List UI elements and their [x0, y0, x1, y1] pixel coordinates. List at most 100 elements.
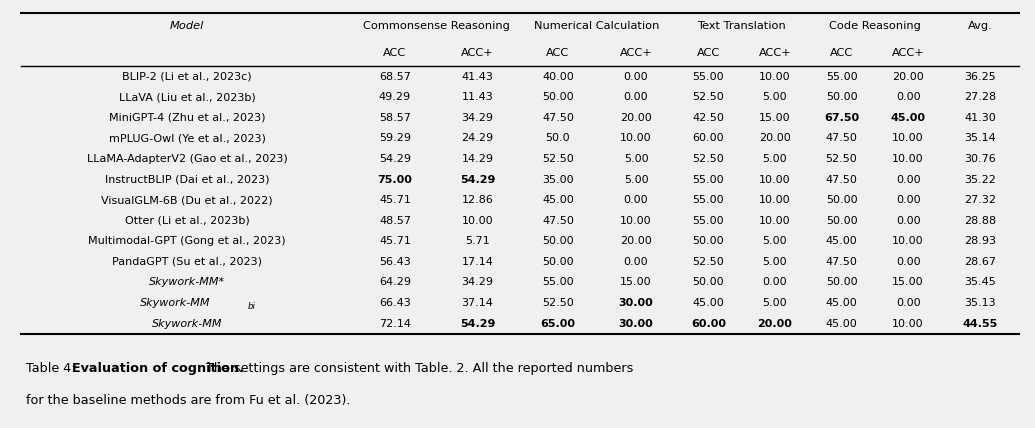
Text: ACC+: ACC+ [759, 48, 792, 58]
Text: 5.00: 5.00 [624, 175, 648, 184]
Text: 60.00: 60.00 [690, 318, 726, 329]
Text: 50.00: 50.00 [826, 216, 857, 226]
Text: 45.71: 45.71 [379, 195, 411, 205]
Text: 45.00: 45.00 [692, 298, 724, 308]
Text: mPLUG-Owl (Ye et al., 2023): mPLUG-Owl (Ye et al., 2023) [109, 134, 266, 143]
Text: 17.14: 17.14 [462, 257, 494, 267]
Text: VisualGLM-6B (Du et al., 2022): VisualGLM-6B (Du et al., 2022) [101, 195, 273, 205]
Text: 5.00: 5.00 [763, 92, 788, 102]
Text: 10.00: 10.00 [759, 175, 791, 184]
Text: 0.00: 0.00 [763, 277, 788, 287]
Text: 42.50: 42.50 [692, 113, 724, 123]
Text: 52.50: 52.50 [542, 298, 573, 308]
Text: 54.29: 54.29 [460, 318, 496, 329]
Text: 10.00: 10.00 [462, 216, 494, 226]
Text: 50.00: 50.00 [542, 92, 573, 102]
Text: 52.50: 52.50 [692, 154, 724, 164]
Text: 27.32: 27.32 [965, 195, 997, 205]
Text: 64.29: 64.29 [379, 277, 411, 287]
Text: BLIP-2 (Li et al., 2023c): BLIP-2 (Li et al., 2023c) [122, 71, 252, 82]
Text: LLaMA-AdapterV2 (Gao et al., 2023): LLaMA-AdapterV2 (Gao et al., 2023) [87, 154, 288, 164]
Text: 45.71: 45.71 [379, 236, 411, 246]
Text: 30.76: 30.76 [965, 154, 997, 164]
Text: 0.00: 0.00 [624, 92, 648, 102]
Text: 5.00: 5.00 [624, 154, 648, 164]
Text: 65.00: 65.00 [540, 318, 575, 329]
Text: 28.88: 28.88 [965, 216, 997, 226]
Text: 10.00: 10.00 [892, 318, 924, 329]
Text: for the baseline methods are from Fu et al. (2023).: for the baseline methods are from Fu et … [26, 394, 351, 407]
Text: Evaluation of cognition.: Evaluation of cognition. [72, 362, 244, 374]
Text: 58.57: 58.57 [379, 113, 411, 123]
Text: 55.00: 55.00 [826, 71, 857, 82]
Text: 5.00: 5.00 [763, 154, 788, 164]
Text: 45.00: 45.00 [826, 298, 857, 308]
Text: 55.00: 55.00 [692, 71, 724, 82]
Text: 44.55: 44.55 [963, 318, 998, 329]
Text: Numerical Calculation: Numerical Calculation [534, 21, 659, 31]
Text: 68.57: 68.57 [379, 71, 411, 82]
Text: 34.29: 34.29 [462, 277, 494, 287]
Text: 47.50: 47.50 [542, 216, 574, 226]
Text: 12.86: 12.86 [462, 195, 494, 205]
Text: 47.50: 47.50 [826, 134, 857, 143]
Text: 52.50: 52.50 [692, 257, 724, 267]
Text: 54.29: 54.29 [460, 175, 496, 184]
Text: 49.29: 49.29 [379, 92, 411, 102]
Text: 10.00: 10.00 [759, 71, 791, 82]
Text: 0.00: 0.00 [624, 195, 648, 205]
Text: LLaVA (Liu et al., 2023b): LLaVA (Liu et al., 2023b) [119, 92, 256, 102]
Text: 72.14: 72.14 [379, 318, 411, 329]
Text: 10.00: 10.00 [892, 236, 924, 246]
Text: 0.00: 0.00 [896, 257, 920, 267]
Text: Skywork-MM: Skywork-MM [152, 318, 223, 329]
Text: 11.43: 11.43 [462, 92, 494, 102]
Text: 48.57: 48.57 [379, 216, 411, 226]
Text: Avg.: Avg. [968, 21, 993, 31]
Text: 20.00: 20.00 [620, 113, 652, 123]
Text: 40.00: 40.00 [542, 71, 573, 82]
Text: 24.29: 24.29 [462, 134, 494, 143]
Text: 54.29: 54.29 [379, 154, 411, 164]
Text: 0.00: 0.00 [624, 257, 648, 267]
Text: 35.22: 35.22 [965, 175, 997, 184]
Text: Code Reasoning: Code Reasoning [829, 21, 921, 31]
Text: 52.50: 52.50 [692, 92, 724, 102]
Text: ACC+: ACC+ [620, 48, 652, 58]
Text: 55.00: 55.00 [692, 195, 724, 205]
Text: 50.00: 50.00 [542, 257, 573, 267]
Text: 0.00: 0.00 [896, 195, 920, 205]
Text: 15.00: 15.00 [620, 277, 652, 287]
Text: 56.43: 56.43 [379, 257, 411, 267]
Text: 50.00: 50.00 [826, 92, 857, 102]
Text: 10.00: 10.00 [759, 195, 791, 205]
Text: 15.00: 15.00 [892, 277, 924, 287]
Text: 0.00: 0.00 [624, 71, 648, 82]
Text: Skywork-MM*: Skywork-MM* [149, 277, 226, 287]
Text: 47.50: 47.50 [826, 257, 857, 267]
Text: 47.50: 47.50 [542, 113, 574, 123]
Text: 50.0: 50.0 [545, 134, 570, 143]
Text: 5.00: 5.00 [763, 257, 788, 267]
Text: 28.67: 28.67 [965, 257, 997, 267]
Text: 60.00: 60.00 [692, 134, 724, 143]
Text: 52.50: 52.50 [542, 154, 573, 164]
Text: 0.00: 0.00 [896, 92, 920, 102]
Text: Skywork-MM: Skywork-MM [140, 298, 210, 308]
Text: 50.00: 50.00 [542, 236, 573, 246]
Text: 37.14: 37.14 [462, 298, 494, 308]
Text: 66.43: 66.43 [379, 298, 411, 308]
Text: 45.00: 45.00 [826, 318, 857, 329]
Text: PandaGPT (Su et al., 2023): PandaGPT (Su et al., 2023) [112, 257, 262, 267]
Text: ACC: ACC [546, 48, 569, 58]
Text: Model: Model [170, 21, 204, 31]
Text: 5.00: 5.00 [763, 298, 788, 308]
Text: 50.00: 50.00 [826, 277, 857, 287]
Text: 59.29: 59.29 [379, 134, 411, 143]
Text: 45.00: 45.00 [890, 113, 925, 123]
Text: Text Translation: Text Translation [698, 21, 786, 31]
Text: 75.00: 75.00 [378, 175, 412, 184]
Text: ACC: ACC [697, 48, 720, 58]
Text: ACC+: ACC+ [892, 48, 924, 58]
Text: 10.00: 10.00 [620, 216, 652, 226]
